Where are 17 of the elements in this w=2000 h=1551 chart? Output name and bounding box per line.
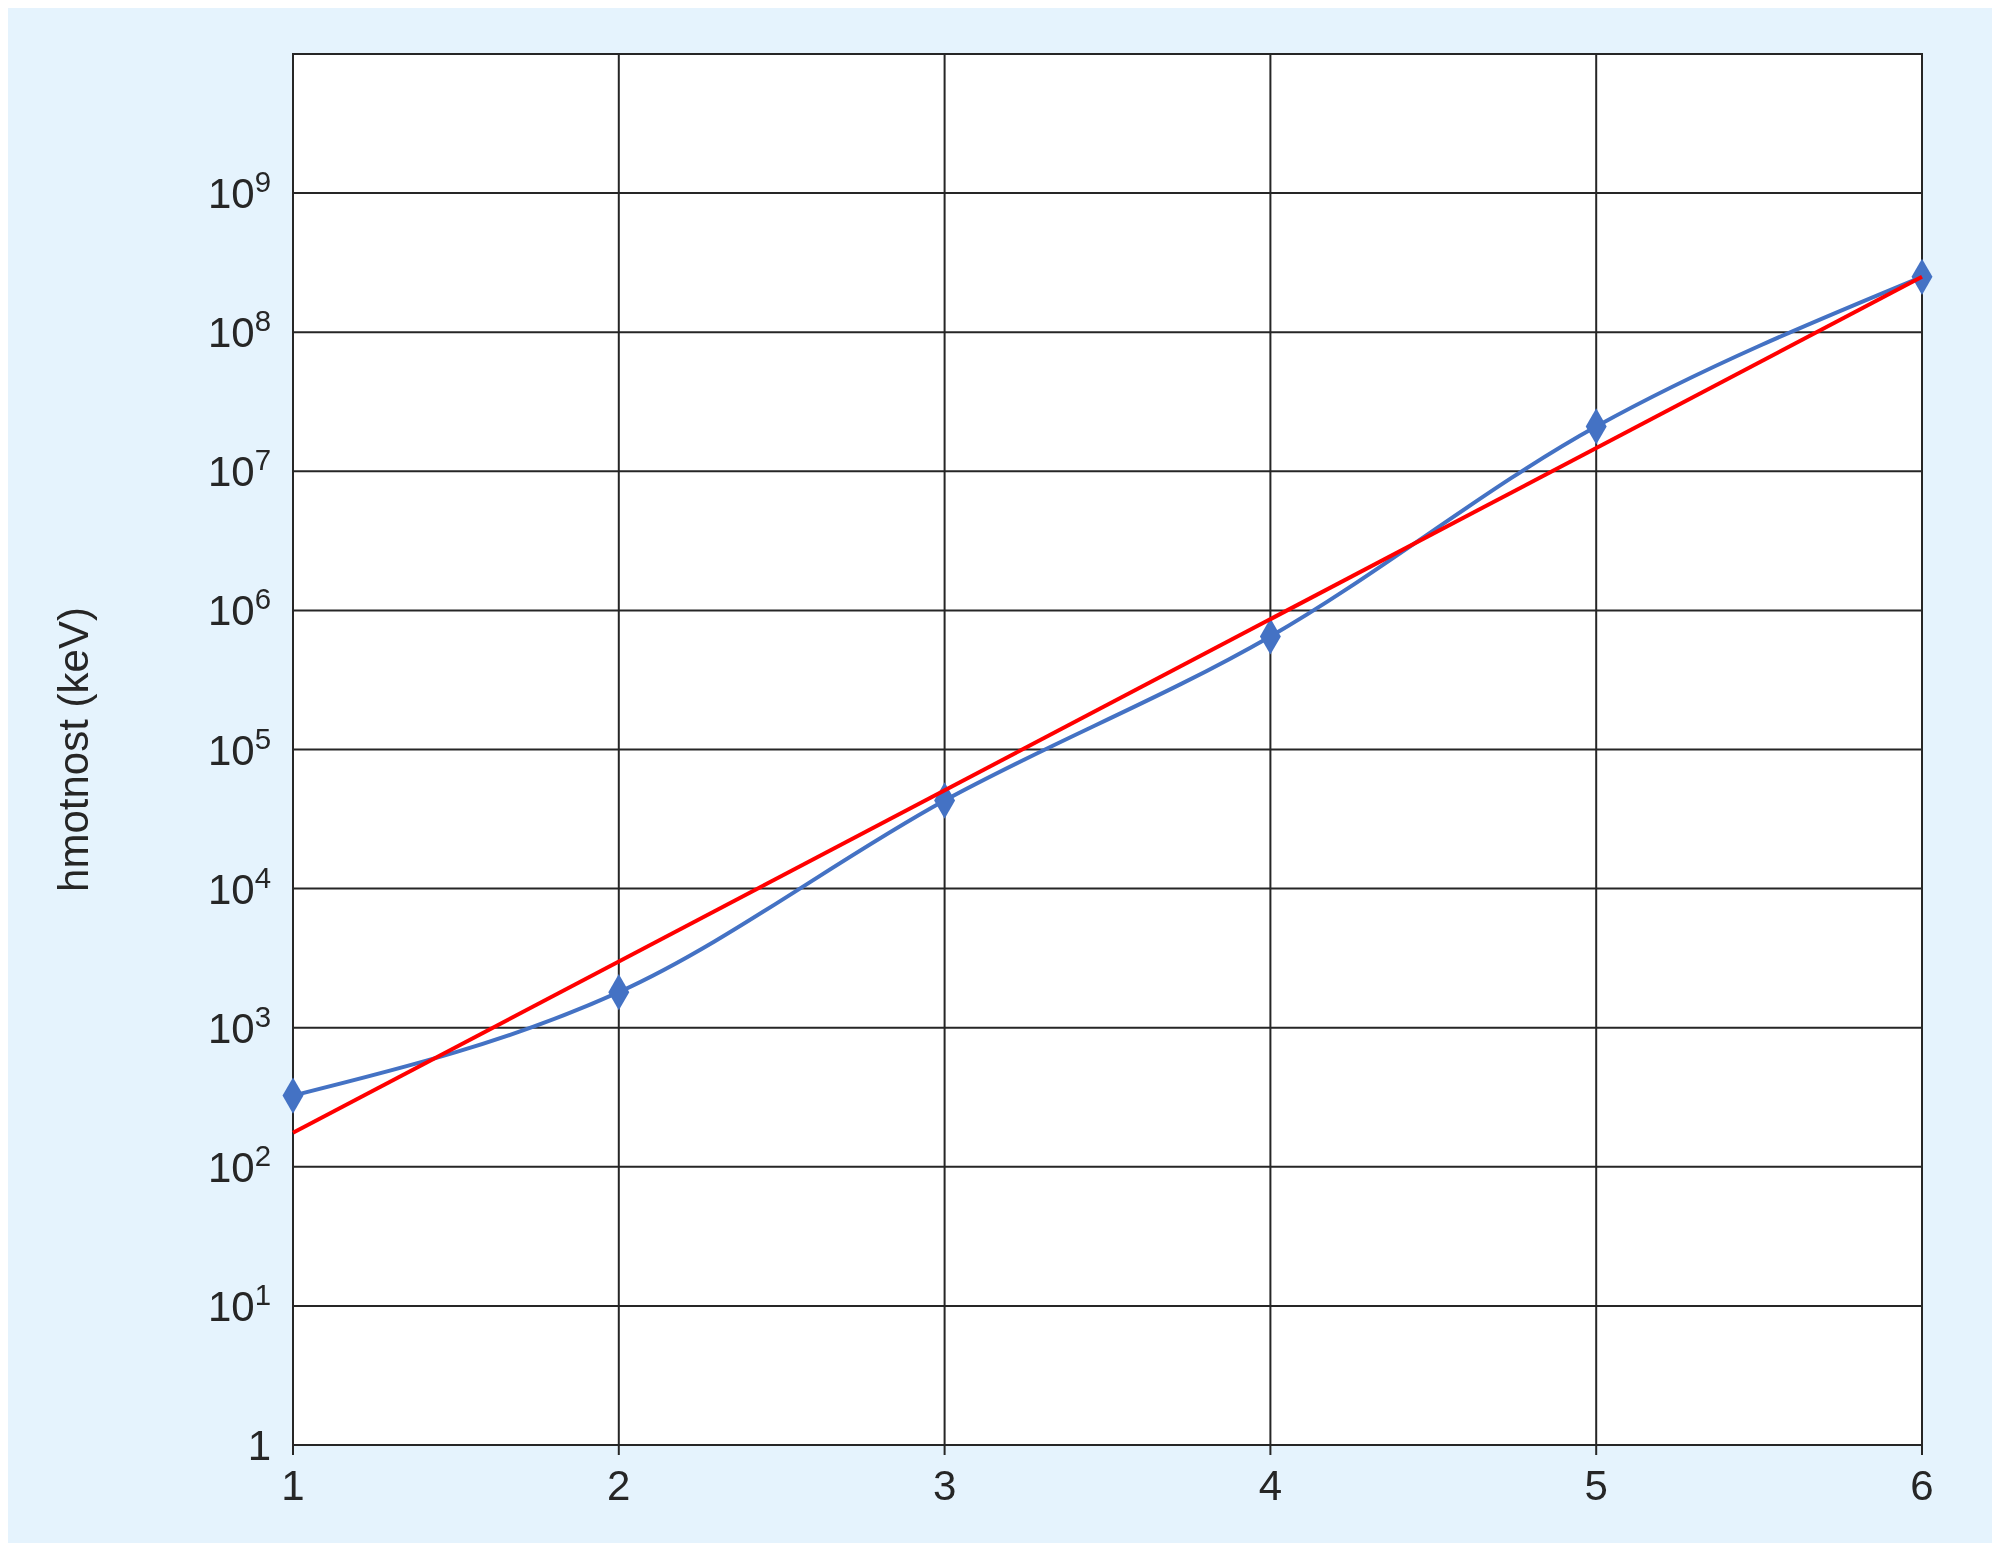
y-tick-label: 10$^{9}$	[207, 164, 271, 218]
y-tick-label: 10$^{4}$	[207, 860, 271, 913]
y-axis-title: hmotnost (keV)	[50, 607, 97, 892]
y-tick-label: 10$^{8}$	[207, 303, 271, 357]
x-tick-label: 3	[932, 1462, 957, 1509]
x-tick-label: 6	[1910, 1462, 1934, 1509]
y-tick-label: 10$^{5}$	[207, 721, 271, 774]
y-tick-label: 10$^{2}$	[207, 1138, 271, 1191]
y-tick-label: 10$^{3}$	[207, 999, 271, 1052]
x-tick-label: 4	[1258, 1462, 1283, 1509]
x-tick-label: 5	[1584, 1462, 1608, 1509]
y-tick-label: 10$^{1}$	[207, 1277, 271, 1330]
y-tick-label: 10$^{6}$	[207, 581, 271, 635]
y-tick-label: 1	[247, 1422, 271, 1469]
x-tick-label: 2	[607, 1462, 631, 1509]
y-tick-label: 10$^{7}$	[207, 442, 271, 496]
x-tick-label: 1	[281, 1462, 305, 1509]
